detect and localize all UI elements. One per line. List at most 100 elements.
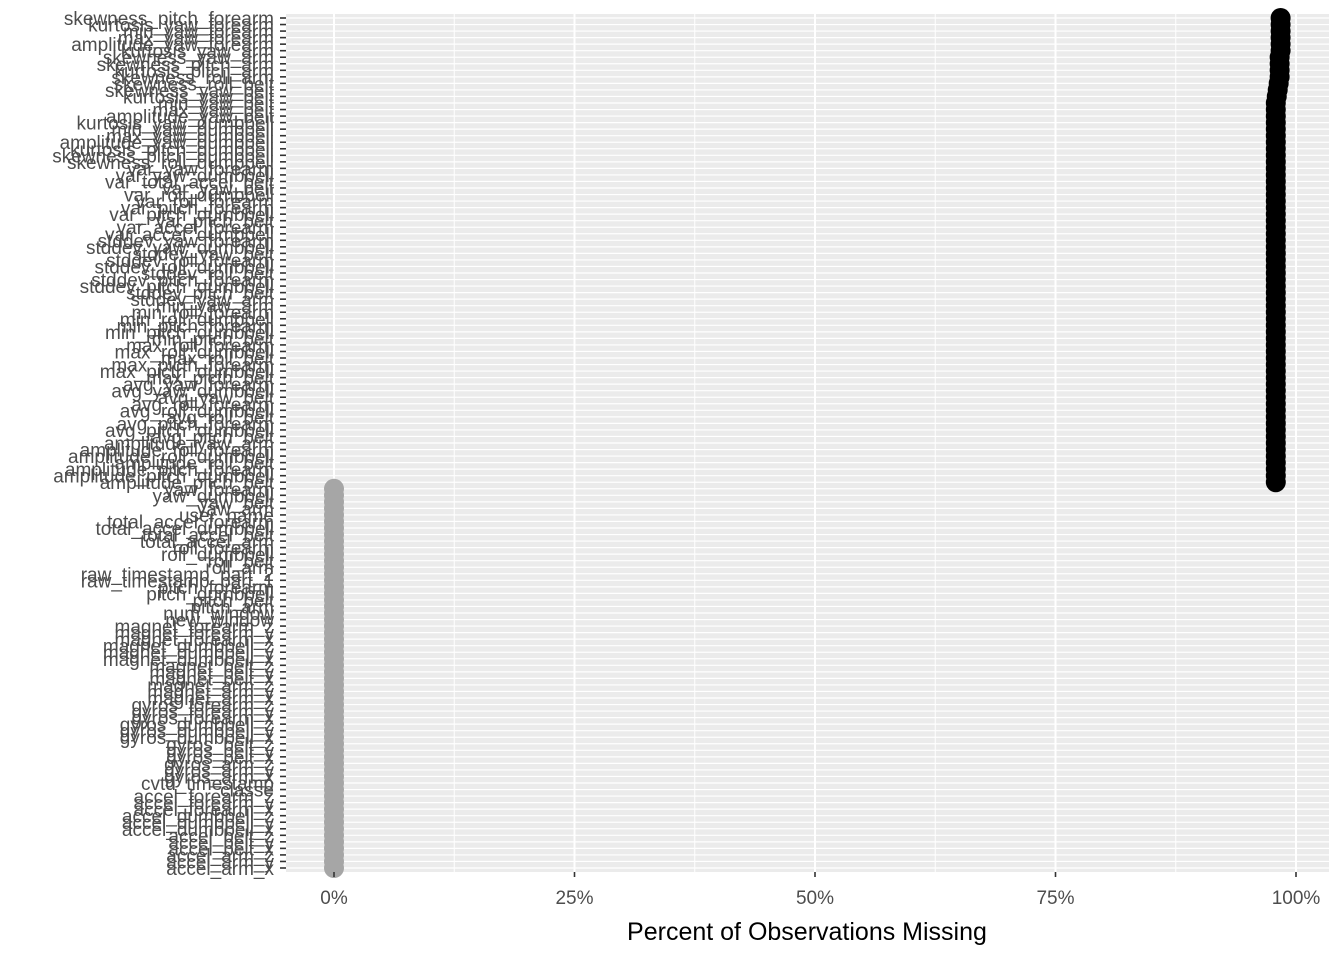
y-tick-label: roll_dumbbell <box>161 545 274 566</box>
y-tick-label: magnet_arm_x <box>147 689 274 710</box>
y-tick-label: total_accel_arm <box>140 532 274 553</box>
y-tick-label: yaw_dumbbell <box>153 486 274 507</box>
y-tick-label: skewness_yaw_belt <box>105 81 275 102</box>
y-tick-label: magnet_forearm_x <box>115 630 275 651</box>
data-point <box>1265 472 1286 493</box>
x-tick-label: 100% <box>1272 888 1321 909</box>
y-tick-label: var_pitch_belt <box>156 212 275 233</box>
y-tick-label: new_window <box>165 611 274 632</box>
y-tick-label: kurtosis_pitch_dumbbell <box>70 140 274 161</box>
y-tick-label: var_pitch_dumbbell <box>109 205 274 226</box>
y-tick-label: gyros_dumbbell_x <box>120 728 275 749</box>
y-tick-label: magnet_belt_z <box>149 656 274 677</box>
y-tick-label: roll_belt <box>207 552 274 573</box>
y-tick-label: amplitude_yaw_forearm <box>71 35 274 56</box>
y-tick-label: roll_forearm <box>173 539 274 560</box>
y-tick-label: avg_yaw_dumbbell <box>111 382 274 403</box>
y-tick-label: max_roll_forearm <box>126 336 274 357</box>
y-tick-label: yaw_forearm <box>164 480 274 501</box>
y-tick-label: avg_pitch_belt <box>151 427 274 448</box>
y-tick-label: var_yaw_dumbbell <box>116 166 274 187</box>
y-tick-label: pitch_forearm <box>158 578 274 599</box>
y-tick-label: var_accel_forearm <box>117 218 274 239</box>
y-tick-label: accel_dumbbell_x <box>122 820 275 841</box>
y-tick-label: var_roll_dumbbell <box>124 186 274 207</box>
y-tick-label: kurtosis_yaw_belt <box>123 87 275 108</box>
y-tick-label: magnet_dumbbell_x <box>103 650 275 671</box>
y-tick-label: min_yaw_arm <box>156 297 274 318</box>
y-tick-label: pitch_belt <box>193 591 275 612</box>
y-tick-label: amplitude_pitch_dumbbell <box>53 467 274 488</box>
y-tick-label: stddev_pitch_dumbbell <box>80 277 274 298</box>
data-points <box>324 8 1291 878</box>
y-tick-label: skewness_yaw_arm <box>103 48 274 69</box>
y-tick-label: var_roll_forearm <box>136 192 274 213</box>
y-tick-label: raw_timestamp_part_2 <box>81 565 274 586</box>
y-tick-label: num_window <box>163 604 274 625</box>
y-tick-label: min_pitch_forearm <box>117 316 274 337</box>
y-tick-label: magnet_belt_x <box>149 669 274 690</box>
y-tick-label: accel_forearm_y <box>134 794 275 815</box>
y-tick-label: stddev_yaw_forearm <box>98 231 274 252</box>
y-tick-label: amplitude_yaw_dumbbell <box>60 133 274 154</box>
y-tick-label: amplitude_yaw_arm <box>104 434 274 455</box>
y-tick-label: accel_dumbbell_y <box>122 813 275 834</box>
y-tick-label: total_accel_forearm <box>107 512 274 533</box>
y-tick-label: var_yaw_forearm <box>127 159 274 180</box>
y-tick-label: stddev_yaw_dumbbell <box>86 238 274 259</box>
y-tick-label: accel_arm_x <box>166 859 274 880</box>
y-tick-label: stddev_pitch_forearm <box>91 271 274 292</box>
y-tick-label: max_picth_belt <box>146 369 275 390</box>
y-tick-label: gyros_forearm_z <box>131 696 274 717</box>
y-tick-label: magnet_forearm_y <box>115 624 275 645</box>
y-tick-label: avg_roll_belt <box>166 408 274 429</box>
y-tick-label: accel_belt_x <box>168 839 274 860</box>
y-tick-label: yaw_belt <box>199 493 275 514</box>
y-tick-label: total_accel_belt <box>142 526 275 547</box>
y-tick-label: pitch_arm <box>191 597 274 618</box>
y-tick-label: avg_pitch_forearm <box>117 414 274 435</box>
y-tick-label: gyros_arm_z <box>164 754 274 775</box>
y-tick-label: accel_forearm_z <box>134 787 274 808</box>
y-tick-label: min_yaw_dumbbell <box>111 120 274 141</box>
y-tick-label: gyros_belt_z <box>166 735 274 756</box>
y-tick-label: max_yaw_forearm <box>118 29 274 50</box>
y-tick-label: magnet_arm_z <box>147 676 274 697</box>
y-tick-label: min_yaw_forearm <box>123 22 274 43</box>
x-axis-tick-labels: 0% 25% 50% 75% 100% <box>320 872 1320 909</box>
y-tick-label: skewness_pitch_dumbbell <box>52 146 274 167</box>
y-tick-label: min_yaw_belt <box>158 94 275 115</box>
y-tick-label: yaw_arm <box>197 499 274 520</box>
y-tick-label: gyros_forearm_y <box>131 702 274 723</box>
y-tick-label: stddev_roll_belt <box>141 264 275 285</box>
y-tick-label: stddev_yaw_arm <box>130 290 274 311</box>
y-tick-label: max_roll_belt <box>161 349 275 370</box>
y-axis-labels: skewness_pitch_forearmkurtosis_yaw_forea… <box>52 9 275 880</box>
y-tick-label: max_picth_forearm <box>111 356 274 377</box>
y-tick-label: max_roll_dumbbell <box>115 342 274 363</box>
y-tick-label: pitch_dumbbell <box>146 584 274 605</box>
y-tick-label: user_name <box>179 506 274 527</box>
y-tick-label: magnet_arm_y <box>147 682 274 703</box>
x-axis-title: Percent of Observations Missing <box>627 918 987 946</box>
y-tick-label: magnet_dumbbell_z <box>103 637 274 658</box>
y-tick-label: magnet_forearm_z <box>115 617 274 638</box>
y-tick-label: max_picth_dumbbell <box>100 362 274 383</box>
y-tick-label: amplitude_pitch_belt <box>100 473 275 494</box>
y-tick-label: max_yaw_belt <box>153 101 275 122</box>
y-axis-ticks <box>280 17 286 869</box>
y-tick-label: kurtosis_yaw_arm <box>121 42 274 63</box>
y-tick-label: avg_roll_forearm <box>131 395 274 416</box>
y-tick-label: amplitude_roll_belt <box>115 454 275 475</box>
y-tick-label: skewness_pitch_arm <box>97 55 274 76</box>
y-tick-label: accel_forearm_x <box>134 800 275 821</box>
y-tick-label: var_total_accel_belt <box>105 172 275 193</box>
y-tick-label: roll_arm <box>205 558 274 579</box>
y-tick-label: magnet_belt_y <box>149 663 274 684</box>
y-tick-label: gyros_dumbbell_z <box>120 715 274 736</box>
y-tick-label: skewness_pitch_forearm <box>64 9 274 30</box>
grid-lines <box>286 14 1329 872</box>
y-tick-label: kurtosis_yaw_forearm <box>88 16 274 37</box>
y-tick-label: accel_arm_z <box>166 846 274 867</box>
y-tick-label: amplitude_pitch_forearm <box>65 460 274 481</box>
